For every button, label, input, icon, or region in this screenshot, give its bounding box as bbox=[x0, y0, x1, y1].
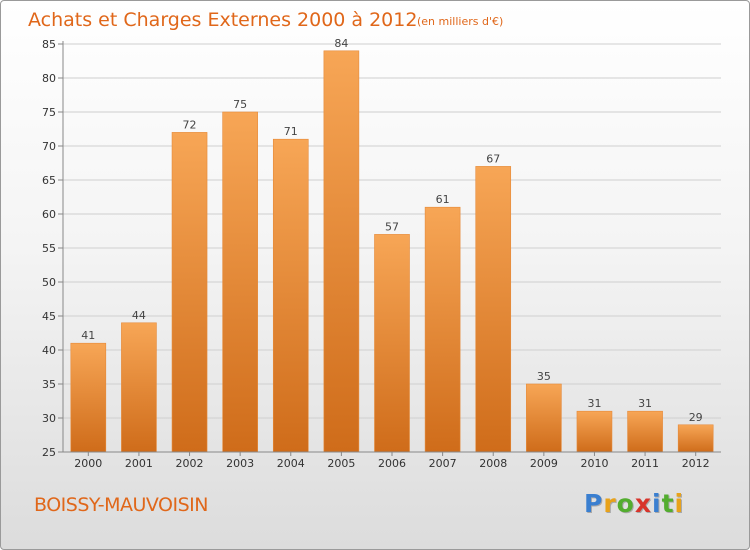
value-label-2012: 29 bbox=[689, 411, 703, 424]
bar-2007 bbox=[424, 206, 461, 453]
value-label-2006: 57 bbox=[385, 220, 399, 233]
bar-2005 bbox=[323, 50, 360, 453]
y-tick-label: 60 bbox=[42, 208, 56, 221]
logo-letter: P bbox=[584, 489, 604, 518]
value-label-2003: 75 bbox=[233, 98, 247, 111]
logo-letter: t bbox=[661, 489, 675, 518]
value-label-2005: 84 bbox=[334, 37, 348, 50]
y-tick-label: 85 bbox=[42, 38, 56, 51]
x-tick-label-2005: 2005 bbox=[327, 457, 355, 470]
y-tick-label: 80 bbox=[42, 72, 56, 85]
x-tick-label-2007: 2007 bbox=[429, 457, 457, 470]
bar-2008 bbox=[475, 166, 512, 453]
logo-letter: i bbox=[674, 489, 685, 518]
x-tick-label-2000: 2000 bbox=[74, 457, 102, 470]
y-tick-label: 70 bbox=[42, 140, 56, 153]
value-label-2011: 31 bbox=[638, 397, 652, 410]
x-tick-label-2004: 2004 bbox=[277, 457, 305, 470]
x-tick-label-2010: 2010 bbox=[580, 457, 608, 470]
bar-2011 bbox=[627, 410, 663, 453]
value-label-2009: 35 bbox=[537, 370, 551, 383]
value-label-2002: 72 bbox=[183, 118, 197, 131]
y-tick-label: 50 bbox=[42, 276, 56, 289]
proxiti-logo: Proxiti bbox=[584, 489, 684, 518]
logo-letter: r bbox=[603, 489, 617, 518]
y-tick-label: 65 bbox=[42, 174, 56, 187]
y-axis: 25 30 35 40 45 50 55 60 65 70 75 80 85 bbox=[42, 38, 64, 459]
bars: 41 44 72 75 71 84 57 61 67 35 31 31 29 bbox=[70, 37, 714, 453]
x-tick-label-2012: 2012 bbox=[682, 457, 710, 470]
logo-letter: o bbox=[616, 489, 635, 518]
x-tick-label-2003: 2003 bbox=[226, 457, 254, 470]
x-tick-label-2008: 2008 bbox=[479, 457, 507, 470]
x-tick-label-2006: 2006 bbox=[378, 457, 406, 470]
y-tick-label: 40 bbox=[42, 344, 56, 357]
place-name: BOISSY-MAUVOISIN bbox=[34, 494, 208, 516]
x-axis: 2000 2001 2002 2003 2004 2005 2006 2007 2008 2009… bbox=[63, 451, 721, 470]
logo-letter: x bbox=[634, 489, 652, 518]
chart-unit: (en milliers d'€) bbox=[417, 15, 503, 28]
y-tick-label: 55 bbox=[42, 242, 56, 255]
value-label-2007: 61 bbox=[436, 193, 450, 206]
chart-title: Achats et Charges Externes 2000 à 2012 bbox=[28, 9, 417, 31]
bar-2010 bbox=[576, 410, 613, 453]
x-tick-label-2001: 2001 bbox=[125, 457, 153, 470]
value-label-2008: 67 bbox=[486, 152, 500, 165]
bar-2001 bbox=[121, 322, 157, 453]
bar-2012 bbox=[677, 424, 714, 453]
bar-2004 bbox=[272, 138, 309, 453]
logo-letter: i bbox=[652, 489, 662, 518]
x-tick-label-2002: 2002 bbox=[176, 457, 204, 470]
bar-2009 bbox=[526, 383, 562, 453]
y-tick-label: 25 bbox=[42, 446, 56, 459]
bar-2006 bbox=[374, 234, 410, 453]
x-tick-label-2011: 2011 bbox=[631, 457, 659, 470]
bar-2002 bbox=[171, 132, 208, 453]
y-tick-label: 30 bbox=[42, 412, 56, 425]
value-label-2010: 31 bbox=[587, 397, 601, 410]
value-label-2000: 41 bbox=[81, 329, 95, 342]
x-tick-label-2009: 2009 bbox=[530, 457, 558, 470]
value-label-2001: 44 bbox=[132, 309, 146, 322]
y-tick-label: 75 bbox=[42, 106, 56, 119]
y-tick-label: 45 bbox=[42, 310, 56, 323]
bar-2000 bbox=[70, 342, 107, 453]
y-tick-label: 35 bbox=[42, 378, 56, 391]
value-label-2004: 71 bbox=[284, 125, 298, 138]
bar-2003 bbox=[222, 111, 258, 453]
